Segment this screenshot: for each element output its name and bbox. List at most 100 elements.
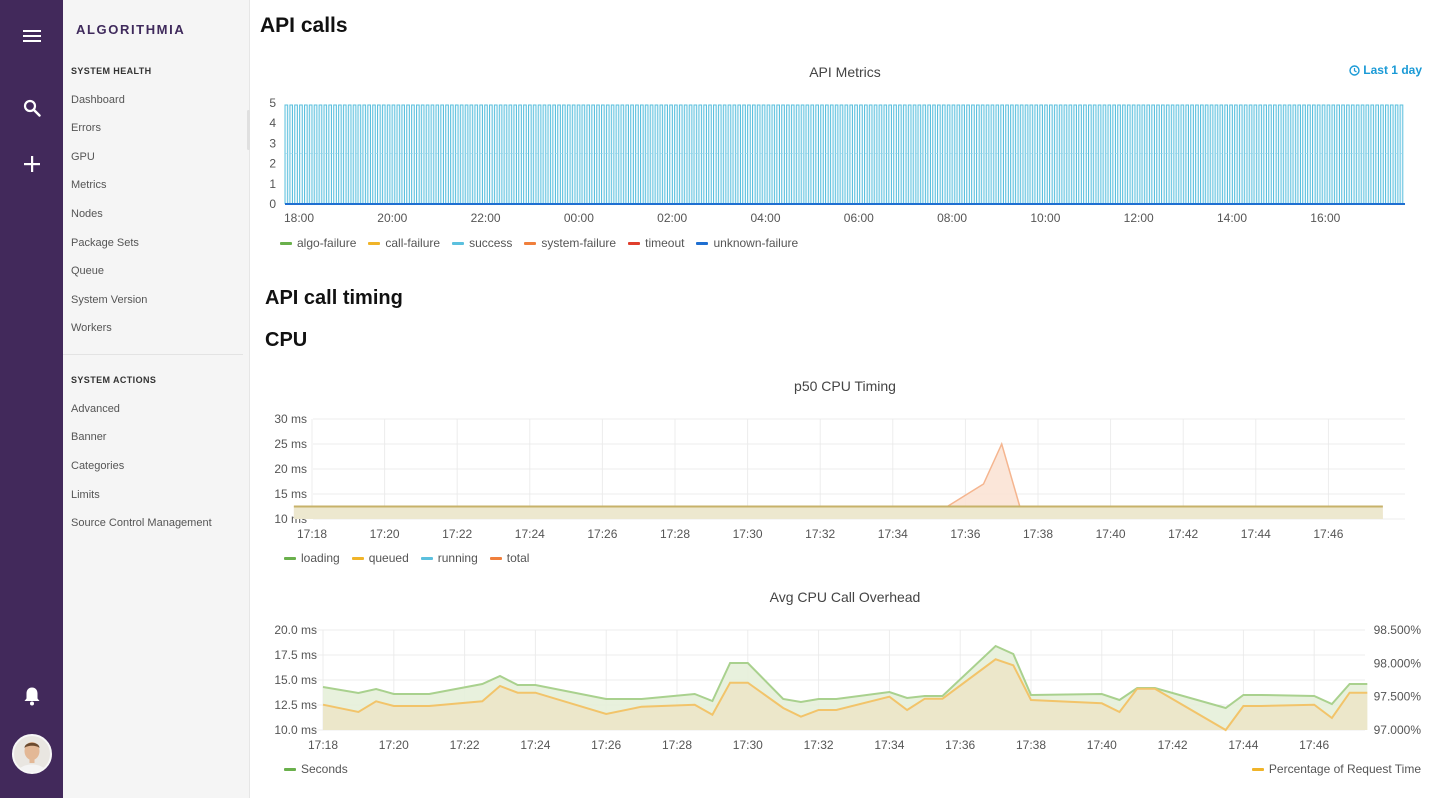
x-tick-label: 17:40 bbox=[1096, 527, 1126, 541]
y-tick-label: 5 bbox=[269, 96, 276, 110]
sidebar-item-metrics[interactable]: Metrics bbox=[71, 179, 107, 191]
x-tick-label: 17:36 bbox=[945, 738, 975, 751]
x-tick-label: 17:24 bbox=[520, 738, 550, 751]
legend-swatch bbox=[368, 241, 381, 245]
y-tick-label: 15.0 ms bbox=[274, 673, 317, 687]
sidebar-scrollbar[interactable] bbox=[247, 110, 250, 150]
api-metrics-legend: algo-failure call-failure success system-fa… bbox=[280, 236, 798, 250]
sidebar-item-system-version[interactable]: System Version bbox=[71, 294, 148, 306]
x-tick-label: 20:00 bbox=[377, 211, 407, 223]
y-tick-label: 1 bbox=[269, 177, 276, 191]
api-metrics-legend-item[interactable]: success bbox=[452, 236, 512, 250]
x-tick-label: 17:46 bbox=[1299, 738, 1329, 751]
y-tick-label: 4 bbox=[269, 116, 276, 130]
x-tick-label: 06:00 bbox=[844, 211, 874, 223]
x-tick-label: 17:34 bbox=[878, 527, 908, 541]
api-metrics-legend-item[interactable]: unknown-failure bbox=[696, 236, 798, 250]
legend-swatch bbox=[1251, 767, 1264, 771]
plus-icon[interactable] bbox=[0, 144, 63, 184]
system-actions-title: SYSTEM ACTIONS bbox=[71, 375, 157, 385]
y-tick-label: 20 ms bbox=[274, 462, 307, 476]
x-tick-label: 17:34 bbox=[874, 738, 904, 751]
overhead-right-legend-item[interactable]: Percentage of Request Time bbox=[1251, 762, 1421, 776]
legend-swatch bbox=[452, 241, 465, 245]
sidebar-item-banner[interactable]: Banner bbox=[71, 431, 107, 443]
sidebar-item-advanced[interactable]: Advanced bbox=[71, 403, 120, 415]
sidebar-item-workers[interactable]: Workers bbox=[71, 322, 112, 334]
bell-icon[interactable] bbox=[0, 676, 63, 716]
api-metrics-chart[interactable]: 0 1 2 3 4 5 18:00 20:00 22:00 00:00 02:00 04:00 06:0… bbox=[250, 88, 1440, 223]
p50-legend-item[interactable]: running bbox=[420, 551, 478, 565]
menu-icon[interactable] bbox=[0, 16, 63, 56]
queued-area bbox=[293, 506, 1383, 519]
sidebar-item-source-control-management[interactable]: Source Control Management bbox=[71, 517, 212, 529]
avg-cpu-overhead-chart[interactable]: 10.0 ms 12.5 ms 15.0 ms 17.5 ms 20.0 ms 97.00… bbox=[250, 616, 1440, 751]
avatar[interactable] bbox=[12, 734, 52, 774]
api-metrics-legend-item[interactable]: timeout bbox=[628, 236, 684, 250]
legend-label: timeout bbox=[645, 236, 685, 250]
search-icon[interactable] bbox=[0, 88, 63, 128]
overhead-left-legend-item[interactable]: Seconds bbox=[284, 762, 348, 776]
p50-cpu-timing-title: p50 CPU Timing bbox=[794, 378, 896, 394]
x-tick-label: 17:42 bbox=[1168, 527, 1198, 541]
p50-legend-item[interactable]: total bbox=[489, 551, 530, 565]
sidebar-divider bbox=[63, 354, 243, 355]
x-tick-label: 00:00 bbox=[564, 211, 594, 223]
x-tick-label: 17:18 bbox=[297, 527, 327, 541]
clock-icon bbox=[1349, 64, 1360, 76]
x-tick-label: 16:00 bbox=[1310, 211, 1340, 223]
time-range-label: Last 1 day bbox=[1363, 63, 1422, 77]
legend-label: total bbox=[506, 551, 530, 565]
success-series bbox=[284, 104, 1404, 204]
api-metrics-legend-item[interactable]: algo-failure bbox=[280, 236, 356, 250]
api-metrics-legend-item[interactable]: call-failure bbox=[368, 236, 440, 250]
y-tick-label: 30 ms bbox=[274, 412, 307, 426]
y-tick-label: 17.5 ms bbox=[274, 648, 317, 662]
left-rail bbox=[0, 0, 63, 798]
x-tick-label: 17:44 bbox=[1228, 738, 1258, 751]
x-tick-label: 17:22 bbox=[450, 738, 480, 751]
p50-legend-item[interactable]: queued bbox=[351, 551, 409, 565]
sidebar-item-limits[interactable]: Limits bbox=[71, 489, 100, 501]
avg-cpu-overhead-title: Avg CPU Call Overhead bbox=[769, 589, 921, 605]
legend-label: algo-failure bbox=[297, 236, 357, 250]
x-tick-label: 04:00 bbox=[750, 211, 780, 223]
percentage-line bbox=[322, 658, 1368, 732]
x-tick-label: 17:32 bbox=[804, 738, 834, 751]
y-tick-label: 20.0 ms bbox=[274, 623, 317, 637]
legend-swatch bbox=[628, 241, 641, 245]
sidebar-item-gpu[interactable]: GPU bbox=[71, 151, 95, 163]
legend-label: loading bbox=[301, 551, 340, 565]
sidebar-item-errors[interactable]: Errors bbox=[71, 122, 101, 134]
sidebar-item-dashboard[interactable]: Dashboard bbox=[71, 94, 125, 106]
sidebar-item-queue[interactable]: Queue bbox=[71, 265, 105, 277]
legend-label: system-failure bbox=[541, 236, 617, 250]
y2-tick-label: 98.500% bbox=[1374, 623, 1422, 637]
legend-swatch bbox=[284, 767, 296, 771]
legend-label: running bbox=[437, 551, 478, 565]
y-tick-label: 25 ms bbox=[274, 437, 307, 451]
legend-swatch bbox=[280, 241, 292, 245]
api-metrics-title: API Metrics bbox=[809, 64, 881, 80]
legend-label: success bbox=[469, 236, 513, 250]
sidebar: ALGORITHMIA SYSTEM HEALTH Dashboard Erro… bbox=[63, 0, 250, 798]
y-tick-label: 10.0 ms bbox=[274, 723, 317, 737]
x-tick-label: 17:26 bbox=[591, 738, 621, 751]
x-tick-label: 17:20 bbox=[379, 738, 409, 751]
p50-legend-item[interactable]: loading bbox=[284, 551, 340, 565]
sidebar-item-nodes[interactable]: Nodes bbox=[71, 208, 103, 220]
avg-cpu-overhead-legend-right: Percentage of Request Time bbox=[1251, 762, 1421, 776]
x-tick-label: 10:00 bbox=[1030, 211, 1060, 223]
x-tick-label: 17:44 bbox=[1241, 527, 1271, 541]
x-tick-label: 02:00 bbox=[657, 211, 687, 223]
percentage-area bbox=[323, 659, 1368, 730]
sidebar-item-categories[interactable]: Categories bbox=[71, 460, 125, 472]
legend-label: unknown-failure bbox=[713, 236, 799, 250]
x-tick-label: 17:20 bbox=[370, 527, 400, 541]
api-metrics-legend-item[interactable]: system-failure bbox=[524, 236, 616, 250]
sidebar-item-package-sets[interactable]: Package Sets bbox=[71, 237, 139, 249]
legend-swatch bbox=[284, 556, 296, 560]
time-range-button[interactable]: Last 1 day bbox=[1349, 63, 1422, 77]
main-content: API calls API Metrics Last 1 day 0 1 2 3 4 5 1… bbox=[250, 0, 1440, 798]
